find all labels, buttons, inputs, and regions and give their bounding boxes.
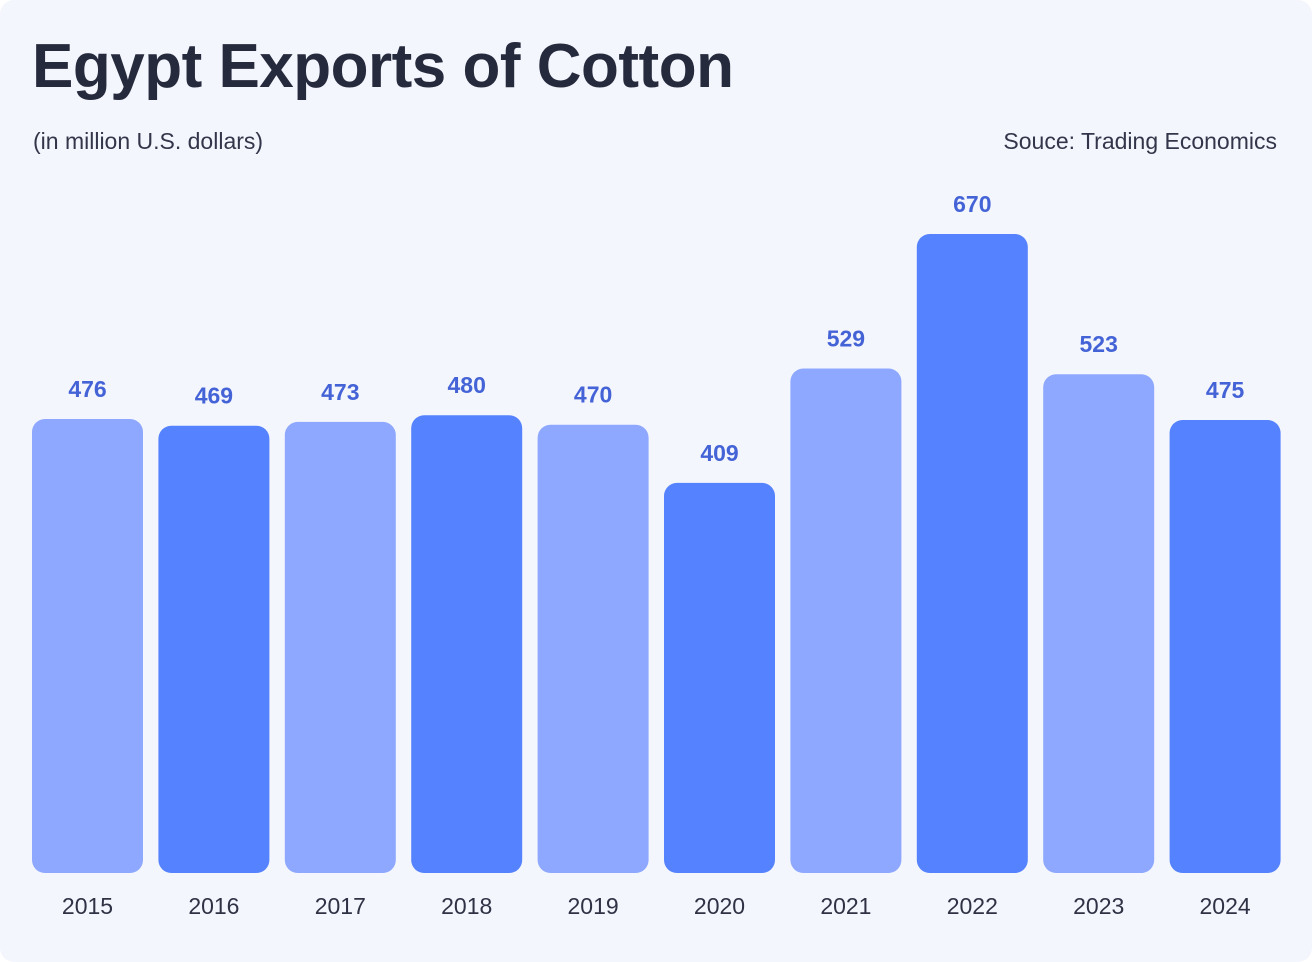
value-label-2023: 523: [1080, 331, 1118, 357]
category-label-2016: 2016: [188, 893, 239, 919]
category-label-2019: 2019: [568, 893, 619, 919]
value-label-2016: 469: [195, 383, 233, 409]
category-label-2024: 2024: [1200, 893, 1251, 919]
category-label-2020: 2020: [694, 893, 745, 919]
bar-2019: [537, 424, 649, 873]
chart-source: Souce: Trading Economics: [1003, 128, 1277, 154]
category-label-2023: 2023: [1073, 893, 1124, 919]
category-label-2015: 2015: [62, 893, 113, 919]
value-label-2022: 670: [953, 191, 991, 217]
bar-2016: [158, 425, 270, 873]
value-label-2015: 476: [68, 376, 106, 402]
bar-2020: [664, 482, 775, 873]
bar-2015: [32, 419, 143, 873]
value-label-2020: 409: [700, 440, 738, 466]
bar-2024: [1169, 420, 1281, 873]
bar-2021: [790, 368, 902, 873]
category-label-2022: 2022: [947, 893, 998, 919]
bar-2018: [411, 415, 523, 873]
bar-2023: [1043, 374, 1155, 873]
value-label-2017: 473: [321, 379, 359, 405]
chart-title: Egypt Exports of Cotton: [32, 32, 734, 101]
category-label-2021: 2021: [820, 893, 871, 919]
category-label-2017: 2017: [315, 893, 366, 919]
value-label-2019: 470: [574, 382, 612, 408]
value-label-2021: 529: [827, 326, 865, 352]
chart-subtitle: (in million U.S. dollars): [33, 128, 264, 154]
value-label-2024: 475: [1206, 377, 1245, 403]
category-label-2018: 2018: [441, 893, 492, 919]
value-label-2018: 480: [448, 372, 486, 398]
bar-2017: [284, 421, 396, 873]
bar-2022: [916, 234, 1028, 873]
